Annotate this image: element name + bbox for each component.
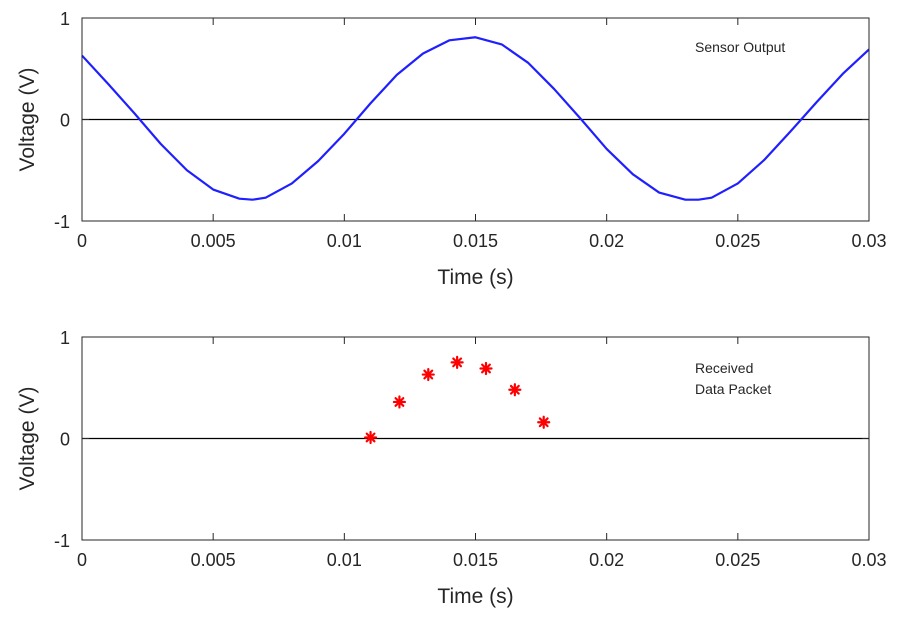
x-tick-label: 0.025 [715,550,760,570]
received-data-panel: 0 0.005 0.01 0.015 0.02 0.025 0.03 -1 0 1 Time (s)… [16,328,887,608]
x-tick-label: 0.03 [851,550,886,570]
sensor-output-line [81,36,870,201]
data-point-stroke [509,384,520,395]
x-tick-label: 0.015 [453,550,498,570]
x-tick-label: 0.01 [327,550,362,570]
data-point [537,415,551,429]
annotation-line: Received [695,360,753,376]
x-tick-label: 0.025 [715,231,760,251]
x-tick-label: 0.03 [851,231,886,251]
data-point-stroke [481,363,491,374]
y-tick-label: 0 [60,430,70,450]
y-axis-title: Voltage (V) [16,68,39,172]
x-tick-label: 0.02 [589,231,624,251]
data-point [450,355,464,369]
x-tick-label: 0 [77,231,87,251]
x-axis-title: Time (s) [437,266,513,289]
data-point [363,430,378,445]
x-tick-label: 0.02 [589,550,624,570]
data-point [421,367,435,382]
data-point-stroke [423,369,434,380]
sensor-output-panel: 0 0.005 0.01 0.015 0.02 0.025 0.03 -1 0 1 Time (s)… [16,9,887,289]
x-tick-label: 0.005 [191,550,236,570]
x-tick-label: 0.005 [191,231,236,251]
annotation-line: Sensor Output [695,39,785,55]
data-point [508,383,522,397]
y-tick-label: 1 [60,328,70,348]
annotation-line: Data Packet [695,381,771,397]
x-axis-title: Time (s) [437,585,513,608]
x-tick-label: 0 [77,550,87,570]
data-point [392,395,407,409]
x-tick-label: 0.015 [453,231,498,251]
data-point-stroke [538,417,549,428]
x-tick-label: 0.01 [327,231,362,251]
y-tick-label: 0 [60,111,70,131]
y-axis-title: Voltage (V) [16,387,39,491]
y-tick-label: -1 [54,212,70,232]
y-tick-label: -1 [54,531,70,551]
y-tick-label: 1 [60,9,70,29]
data-point [479,361,493,376]
data-point-stroke [452,357,463,368]
data-point-stroke [394,397,405,407]
data-point-stroke [365,432,376,443]
